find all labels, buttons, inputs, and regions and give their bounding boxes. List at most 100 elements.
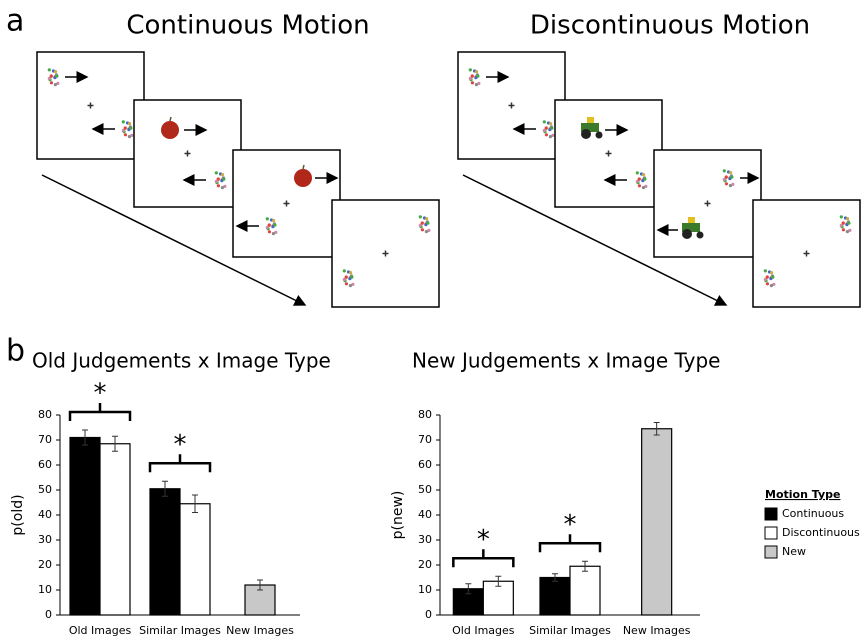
apple-stem: [303, 165, 304, 169]
noise-dot: [643, 178, 646, 181]
noise-dot: [847, 222, 850, 225]
y-tick-label: 20: [38, 558, 52, 571]
legend-label: Discontinuous: [782, 526, 860, 539]
noise-dot: [636, 180, 639, 183]
noise-dot: [723, 169, 726, 172]
noise-dot: [50, 74, 53, 77]
y-tick-label: 50: [418, 483, 432, 496]
noise-dot: [550, 127, 553, 130]
legend-label: New: [782, 545, 806, 558]
y-tick-label: 20: [418, 558, 432, 571]
noise-dot: [345, 282, 348, 285]
cab: [688, 217, 695, 223]
noise-dot: [549, 135, 552, 138]
noise-dot: [350, 276, 353, 279]
y-tick-label: 50: [38, 483, 52, 496]
y-axis-label: p(old): [10, 494, 26, 535]
noise-dot: [764, 269, 767, 272]
noise-dot: [273, 224, 276, 227]
noise-dot: [122, 120, 125, 123]
apple: [294, 169, 312, 187]
significance-star: *: [174, 430, 187, 460]
noise-dot: [840, 224, 843, 227]
noise-dot: [215, 180, 218, 183]
noise-dot: [766, 282, 769, 285]
x-tick-label: Old Images: [69, 624, 132, 637]
noise-dot: [55, 75, 58, 78]
noise-dot: [475, 83, 478, 86]
x-tick-label: Similar Images: [529, 624, 611, 637]
y-tick-label: 10: [418, 583, 432, 596]
noise-dot: [475, 70, 478, 73]
noise-dot: [729, 171, 732, 174]
noise-dot: [54, 83, 57, 86]
noise-dot: [545, 133, 548, 136]
noise-dot: [421, 221, 424, 224]
y-tick-label: 0: [425, 608, 432, 621]
bar: [70, 438, 100, 616]
noise-dot: [471, 74, 474, 77]
noise-dot: [419, 224, 422, 227]
bar: [540, 578, 570, 616]
noise-dot: [272, 232, 275, 235]
apple: [161, 121, 179, 139]
diagram-title: Discontinuous Motion: [530, 11, 810, 41]
noise-dot: [846, 230, 849, 233]
noise-dot: [122, 129, 125, 132]
noise-dot: [771, 276, 774, 279]
legend-swatch: [765, 527, 777, 539]
noise-dot: [842, 228, 845, 231]
y-tick-label: 40: [418, 508, 432, 521]
noise-dot: [419, 215, 422, 218]
noise-dot: [272, 219, 275, 222]
y-tick-label: 60: [38, 458, 52, 471]
cab: [587, 117, 594, 123]
noise-dot: [638, 177, 641, 180]
chart-title: New Judgements x Image Type: [412, 349, 720, 373]
legend-title: Motion Type: [765, 488, 840, 501]
noise-dot: [129, 127, 132, 130]
noise-dot: [268, 230, 271, 233]
noise-dot: [476, 75, 479, 78]
y-tick-label: 0: [45, 608, 52, 621]
noise-dot: [471, 81, 474, 84]
noise-dot: [343, 269, 346, 272]
y-tick-label: 70: [418, 433, 432, 446]
noise-dot: [54, 70, 57, 73]
noise-dot: [636, 171, 639, 174]
figure: a b Continuous Motion Discontinuous Moti…: [0, 0, 867, 638]
noise-dot: [642, 173, 645, 176]
y-axis-label: p(new): [390, 491, 406, 540]
noise-dot: [766, 275, 769, 278]
noise-dot: [128, 122, 131, 125]
x-tick-label: Similar Images: [139, 624, 221, 637]
x-tick-label: New Images: [623, 624, 691, 637]
noise-dot: [48, 77, 51, 80]
noise-dot: [725, 182, 728, 185]
panel-label: b: [6, 334, 25, 369]
noise-dot: [425, 217, 428, 220]
noise-dot: [222, 178, 225, 181]
y-tick-label: 10: [38, 583, 52, 596]
noise-dot: [730, 176, 733, 179]
noise-dot: [50, 81, 53, 84]
noise-dot: [638, 184, 641, 187]
legend-swatch: [765, 546, 777, 558]
noise-dot: [343, 278, 346, 281]
bar: [180, 504, 210, 615]
y-tick-label: 80: [38, 408, 52, 421]
noise-dot: [48, 68, 51, 71]
wheel: [581, 129, 591, 139]
bar: [150, 489, 180, 615]
panel-label: a: [6, 4, 24, 39]
noise-dot: [770, 284, 773, 287]
x-tick-label: Old Images: [452, 624, 515, 637]
wheel: [682, 229, 692, 239]
noise-dot: [221, 186, 224, 189]
noise-dot: [723, 178, 726, 181]
wheel: [596, 132, 603, 139]
noise-dot: [642, 186, 645, 189]
noise-dot: [124, 126, 127, 129]
y-tick-label: 80: [418, 408, 432, 421]
noise-dot: [770, 271, 773, 274]
